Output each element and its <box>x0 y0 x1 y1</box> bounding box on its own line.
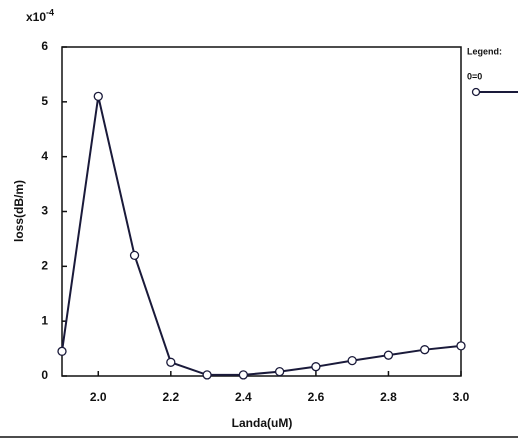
plot-frame <box>61 46 462 377</box>
y-multiplier-base: x10 <box>26 10 46 24</box>
x-axis-title: Landa(uM) <box>232 416 293 430</box>
y-tick-label: 5 <box>41 94 48 108</box>
x-tick-label: 2.0 <box>90 390 107 404</box>
data-point <box>129 250 140 261</box>
legend-title: Legend: <box>467 46 502 56</box>
legend-label: 0=0 <box>467 71 482 81</box>
legend-marker <box>471 87 481 97</box>
data-point <box>57 346 67 356</box>
data-point <box>420 345 430 355</box>
data-point <box>93 91 103 101</box>
y-tick-label: 6 <box>41 39 48 53</box>
x-tick-label: 2.6 <box>308 390 325 404</box>
data-point <box>347 355 357 366</box>
y-multiplier-exponent: -4 <box>46 7 54 17</box>
x-tick-label: 2.2 <box>162 390 179 404</box>
y-axis-title: loss(dB/m) <box>12 180 26 242</box>
y-tick-label: 1 <box>41 313 48 327</box>
y-tick-label: 4 <box>41 149 48 163</box>
x-tick-label: 2.8 <box>380 390 397 404</box>
y-tick-label: 0 <box>41 368 48 382</box>
series-line <box>61 96 462 376</box>
data-point <box>238 370 249 380</box>
x-tick-label: 2.4 <box>235 390 252 404</box>
x-tick-label: 3.0 <box>453 390 470 404</box>
data-point <box>383 350 394 360</box>
y-tick-label: 3 <box>41 204 48 218</box>
data-point <box>456 341 466 351</box>
data-point <box>274 366 285 377</box>
data-point <box>202 370 212 380</box>
data-point <box>166 357 176 367</box>
y-tick-label: 2 <box>41 259 48 273</box>
data-point <box>311 362 321 372</box>
